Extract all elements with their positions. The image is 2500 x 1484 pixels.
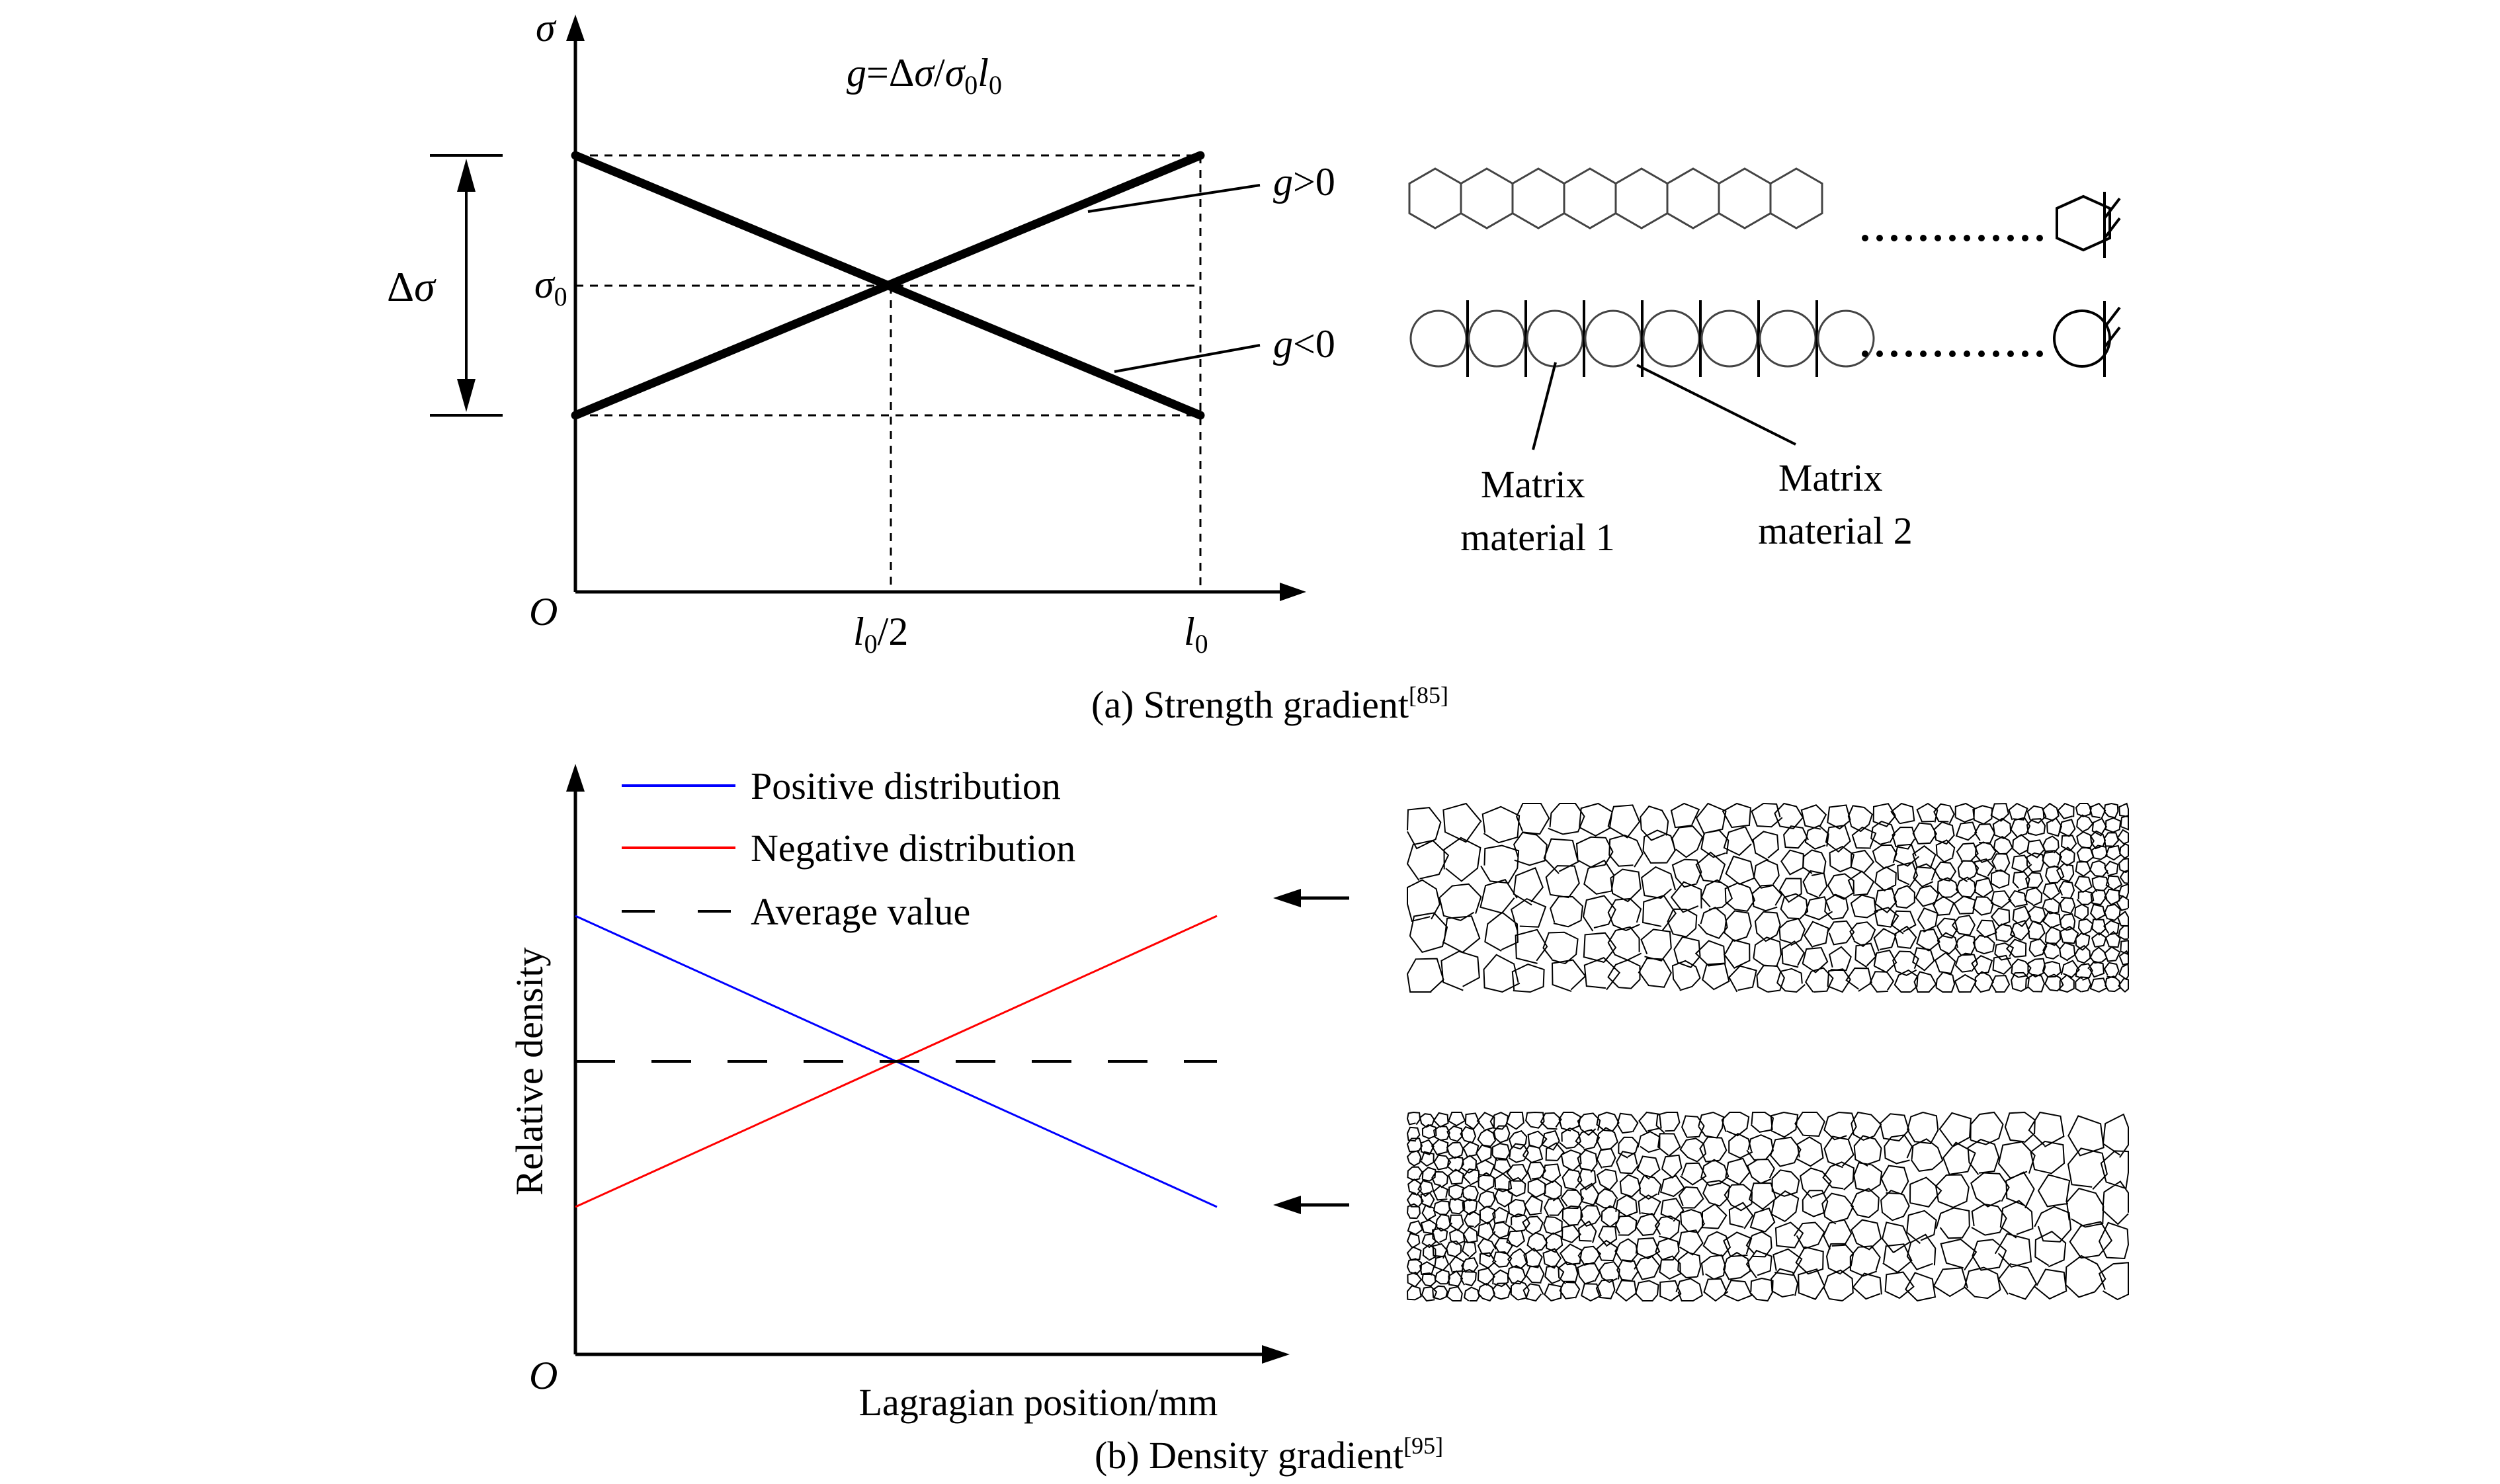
circle-cell (1759, 309, 1817, 368)
a-label-g-negative: g<0 (1273, 322, 1335, 366)
a-delta-arrow-down-icon (457, 379, 476, 412)
a-origin-label: O (529, 590, 558, 634)
a-leader-matrix-2 (1636, 364, 1796, 446)
b-legend-label-negative: Negative distribution (751, 827, 1075, 870)
a-circle-dots (1862, 350, 2043, 357)
a-hexagon-chain (1408, 167, 1823, 229)
a-label-g-positive: g>0 (1273, 160, 1335, 204)
a-delta-sigma-dimension (430, 154, 503, 417)
hexagon-cell (1511, 167, 1565, 229)
a-leader-matrix-1 (1532, 362, 1557, 450)
foam-cell-edges (1406, 802, 2129, 993)
a-y-axis-symbol: σ (536, 6, 557, 50)
b-series-group (575, 915, 1218, 1208)
b-arrow-upper-head-icon (1273, 889, 1301, 907)
b-caption: (b) Density gradient[95] (1095, 1432, 1443, 1477)
panel-a-strength-gradient: σ O g=Δσ/σ0l0 σ0 Δσ l0/2 l0 g>0 g<0 (387, 6, 2121, 726)
circle-cell (1526, 309, 1584, 368)
hexagon-cell (1666, 167, 1720, 229)
b-y-axis-label: Relative density (508, 947, 551, 1195)
a-matrix-material-2-label: Matrix material 2 (1758, 456, 1913, 552)
a-circle-chain (1409, 300, 1875, 377)
a-y-axis-arrow-icon (566, 15, 585, 41)
circle-cell (1642, 309, 1700, 368)
circle-cell (1584, 309, 1642, 368)
b-foam-cells-upper (1406, 802, 2129, 993)
foam-cell-edges (1406, 1111, 2130, 1302)
b-y-axis-arrow-icon (566, 764, 585, 792)
hexagon-cell (1769, 167, 1823, 229)
circle-cell (1409, 309, 1468, 368)
hexagon-cell (1460, 167, 1514, 229)
b-legend-label-average: Average value (751, 890, 970, 933)
a-line-g-negative (571, 151, 1205, 420)
b-foam-cells-lower (1406, 1111, 2130, 1302)
a-delta-arrow-up-icon (457, 159, 476, 192)
a-leader-g-positive (1087, 184, 1261, 213)
a-formula: g=Δσ/σ0l0 (847, 51, 1002, 100)
circle-cell (1700, 309, 1759, 368)
circle-cell (1817, 309, 1875, 368)
hexagon-cell (1563, 167, 1617, 229)
a-x-tick-l0: l0 (1184, 610, 1208, 659)
panel-b-density-gradient: Positive distribution Negative distribut… (508, 764, 2130, 1477)
a-circle-end-support-icon (2053, 301, 2121, 377)
a-x-axis-arrow-icon (1280, 583, 1306, 601)
hexagon-cell (1614, 167, 1669, 229)
a-x-tick-l0-half: l0/2 (853, 610, 908, 659)
a-matrix-material-1-label: Matrix material 1 (1460, 463, 1615, 559)
b-arrow-lower-head-icon (1273, 1196, 1301, 1214)
hexagon-cell (1718, 167, 1772, 229)
b-legend-label-positive: Positive distribution (751, 764, 1061, 807)
b-x-axis-arrow-icon (1262, 1345, 1290, 1364)
a-leader-g-negative (1114, 344, 1261, 373)
a-caption: (a) Strength gradient[85] (1091, 682, 1448, 726)
circle-cell (1468, 309, 1526, 368)
a-hexagon-end-support-icon (2056, 192, 2121, 258)
a-delta-sigma-label: Δσ (387, 263, 437, 310)
b-foam-patch-upper (1407, 804, 2128, 992)
a-hexagon-dots (1862, 235, 2043, 241)
hexagon-cell (1408, 167, 1462, 229)
b-x-axis-label: Lagragian position/mm (859, 1381, 1218, 1424)
b-origin-label: O (529, 1354, 558, 1397)
a-sigma0-tick-label: σ0 (534, 263, 567, 311)
